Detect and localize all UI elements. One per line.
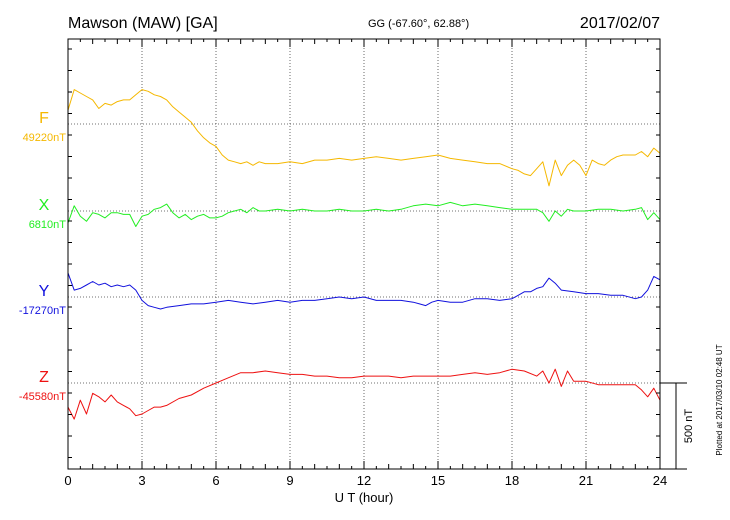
x-tick-label: 18	[505, 473, 519, 488]
x-axis-label: U T (hour)	[335, 490, 394, 505]
x-tick-label: 21	[579, 473, 593, 488]
x-tick-label: 6	[212, 473, 219, 488]
x-tick-label: 0	[64, 473, 71, 488]
scale-bar-label: 500 nT	[683, 409, 695, 444]
series-name-z: Z	[39, 369, 49, 386]
station-title: Mawson (MAW) [GA]	[68, 15, 218, 32]
scale-bar: 500 nT	[660, 382, 695, 470]
series-lines	[67, 89, 661, 420]
series-name-f: F	[39, 110, 49, 127]
series-name-y: Y	[39, 283, 50, 300]
grid-lines	[68, 39, 660, 469]
series-baseline-z: -45580nT	[19, 391, 66, 403]
x-tick-label: 9	[286, 473, 293, 488]
series-line-z	[67, 368, 661, 420]
x-tick-label: 12	[357, 473, 371, 488]
series-line-f	[67, 89, 661, 187]
series-line-x	[67, 201, 661, 227]
series-name-x: X	[39, 197, 50, 214]
series-baseline-y: -17270nT	[19, 305, 66, 317]
series-labels: F 49220nT X 6810nT Y -17270nT Z -45580nT	[19, 110, 66, 403]
plot-frame	[67, 38, 661, 470]
station-coords: GG (-67.60°, 62.88°)	[368, 18, 469, 30]
x-tick-label: 24	[653, 473, 667, 488]
plot-date: 2017/02/07	[580, 15, 660, 32]
x-tick-label: 3	[138, 473, 145, 488]
series-baseline-f: 49220nT	[23, 132, 67, 144]
plot-timestamp: Plotted at 2017/03/10 02:48 UT	[715, 344, 724, 455]
x-axis-ticks: 0 3 6 9 12 15 18 21 24	[64, 39, 667, 488]
x-tick-label: 15	[431, 473, 445, 488]
series-line-y	[67, 272, 661, 310]
series-baseline-x: 6810nT	[29, 219, 67, 231]
